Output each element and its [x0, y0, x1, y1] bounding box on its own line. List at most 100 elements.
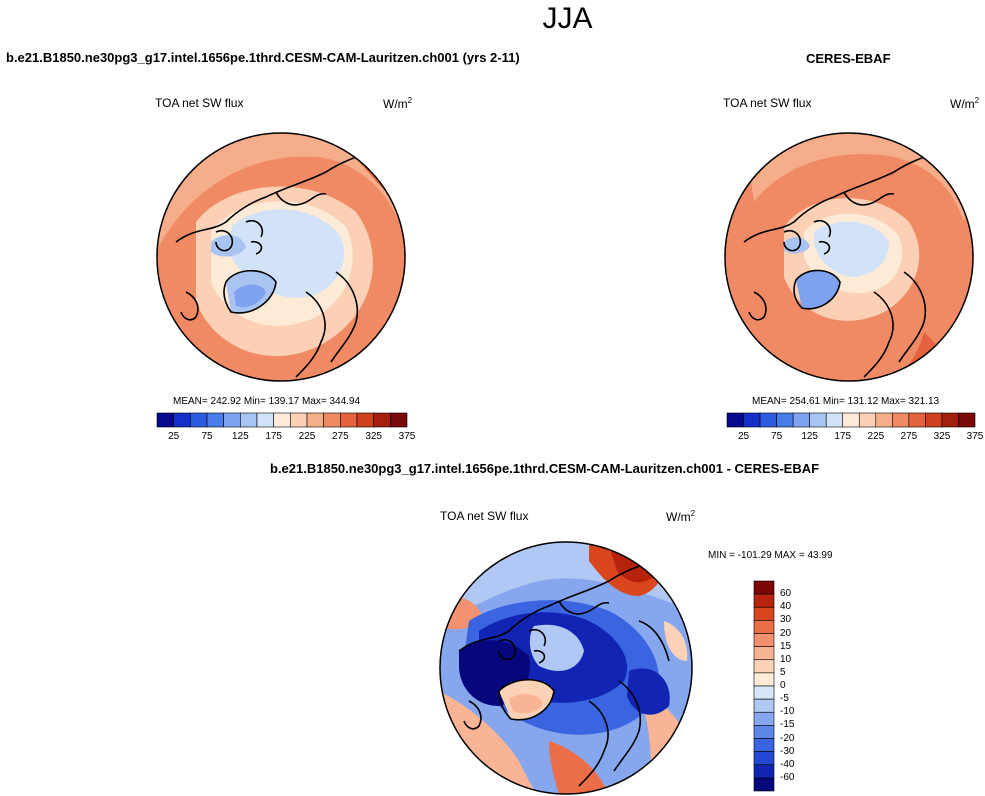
diff-colorbar-tick-label: -20 [780, 732, 795, 744]
obs-colorbar-swatch [908, 412, 926, 428]
obs-colorbar-ticks: 25 75 125 175 225 275 325 375 [727, 431, 983, 445]
model-colorbar-swatch [290, 412, 308, 428]
model-colorbar-tick-label: 125 [231, 431, 249, 442]
obs-colorbar-tick-label: 75 [771, 431, 783, 442]
model-stats: MEAN= 242.92 Min= 139.17 Max= 344.94 [173, 396, 361, 407]
diff-colorbar-tick-label: 10 [780, 653, 792, 665]
diff-panel-title: b.e21.B1850.ne30pg3_g17.intel.1656pe.1th… [270, 461, 820, 476]
obs-colorbar-swatch [925, 412, 943, 428]
diff-units-label: W/m2 [666, 509, 696, 524]
model-coastlines [175, 151, 372, 378]
model-colorbar-swatch [190, 412, 208, 428]
diff-colorbar [753, 580, 775, 792]
diff-colorbar-swatch [753, 659, 775, 674]
diff-colorbar-tick-label: -40 [780, 758, 795, 770]
diff-colorbar-swatch [753, 633, 775, 647]
model-colorbar-swatch [223, 412, 241, 428]
obs-colorbar-tick-label: 125 [801, 431, 818, 442]
diff-colorbar-tick-label: -10 [780, 706, 795, 718]
diff-colorbar-swatch [753, 646, 775, 661]
model-colorbar-swatch [156, 412, 174, 428]
obs-colorbar-tick-label: 275 [900, 431, 918, 442]
diff-colorbar-ticks: 60 40 30 20 15 10 5 0 -5 -10 -15 -20 -30 -40 -60 [780, 581, 820, 791]
diff-colorbar-swatch [753, 672, 775, 687]
diff-coastlines [458, 560, 670, 787]
model-colorbar [156, 412, 408, 428]
diff-map [439, 541, 693, 795]
diff-colorbar-swatch [753, 738, 775, 752]
obs-colorbar-swatch [858, 412, 877, 428]
diff-map-field [440, 542, 692, 794]
model-colorbar-tick-label: 225 [298, 431, 316, 442]
diff-map-border [439, 541, 693, 795]
diff-colorbar-swatch [753, 580, 775, 595]
model-colorbar-swatch [340, 412, 358, 428]
obs-variable-label: TOA net SW flux [723, 96, 812, 110]
obs-colorbar-tick-label: 175 [834, 431, 852, 442]
obs-units-label: W/m2 [950, 96, 980, 111]
model-colorbar-swatch [256, 412, 274, 428]
obs-colorbar-swatch [792, 412, 810, 428]
diff-stats: MIN = -101.29 MAX = 43.99 [708, 550, 833, 561]
model-map-border [156, 132, 406, 382]
obs-colorbar-swatch [892, 412, 910, 428]
obs-map [724, 132, 974, 382]
model-colorbar-swatch [240, 412, 258, 428]
obs-colorbar-tick-label: 25 [737, 431, 750, 442]
model-colorbar-tick-label: 325 [365, 431, 382, 442]
model-colorbar-swatch [356, 412, 374, 428]
obs-colorbar-swatch [842, 412, 860, 428]
diff-colorbar-swatch [753, 751, 775, 766]
model-colorbar-swatch [323, 412, 341, 428]
obs-colorbar-swatch [776, 412, 794, 428]
obs-panel-title: CERES-EBAF [806, 51, 891, 66]
diff-colorbar-tick-label: 30 [780, 614, 792, 626]
obs-colorbar-swatch [875, 412, 893, 428]
diff-colorbar-swatch [753, 777, 775, 792]
obs-colorbar-swatch [941, 412, 959, 428]
diff-colorbar-swatch [753, 725, 775, 739]
diff-colorbar-tick-label: 5 [780, 666, 786, 678]
model-colorbar-swatch [206, 412, 224, 428]
model-variable-label: TOA net SW flux [155, 96, 244, 110]
obs-colorbar-tick-label: 375 [966, 431, 984, 442]
model-colorbar-swatch [306, 412, 324, 428]
model-colorbar-tick-label: 25 [168, 431, 180, 442]
diff-colorbar-swatch [753, 620, 775, 634]
model-map [156, 132, 406, 382]
diff-colorbar-swatch [753, 711, 775, 726]
model-colorbar-tick-label: 375 [398, 431, 416, 442]
diff-colorbar-tick-label: 60 [780, 588, 792, 600]
obs-colorbar-swatch [809, 412, 827, 428]
obs-colorbar [726, 412, 976, 428]
diff-colorbar-tick-label: 0 [780, 680, 786, 691]
obs-map-field [725, 133, 973, 381]
obs-colorbar-tick-label: 325 [933, 431, 951, 442]
diff-colorbar-tick-label: 40 [780, 601, 792, 613]
diff-colorbar-tick-label: -15 [780, 719, 795, 731]
diff-colorbar-tick-label: -30 [780, 745, 795, 757]
obs-colorbar-tick-label: 225 [867, 431, 885, 442]
diff-variable-label: TOA net SW flux [440, 509, 529, 523]
obs-colorbar-swatch [726, 412, 744, 428]
obs-map-border [724, 132, 974, 382]
diff-colorbar-tick-label: 20 [780, 627, 792, 639]
model-colorbar-tick-label: 75 [201, 431, 213, 442]
season-title: JJA [542, 2, 593, 35]
diff-colorbar-swatch [753, 685, 775, 700]
model-colorbar-tick-label: 275 [331, 431, 349, 442]
model-colorbar-ticks: 25 75 125 175 225 275 325 375 [157, 431, 415, 445]
obs-colorbar-swatch [825, 412, 844, 428]
diff-colorbar-swatch [753, 764, 775, 779]
model-colorbar-swatch [373, 412, 391, 428]
obs-colorbar-swatch [958, 412, 976, 428]
diff-colorbar-tick-label: 15 [780, 640, 792, 652]
obs-colorbar-swatch [759, 412, 777, 428]
obs-stats: MEAN= 254.61 Min= 131.12 Max= 321.13 [752, 396, 940, 407]
obs-colorbar-swatch [743, 412, 761, 428]
model-panel-title: b.e21.B1850.ne30pg3_g17.intel.1656pe.1th… [6, 50, 520, 65]
model-colorbar-swatch [390, 412, 408, 428]
diff-colorbar-swatch [753, 593, 775, 608]
model-colorbar-swatch [173, 412, 191, 428]
model-colorbar-tick-label: 175 [265, 431, 282, 442]
